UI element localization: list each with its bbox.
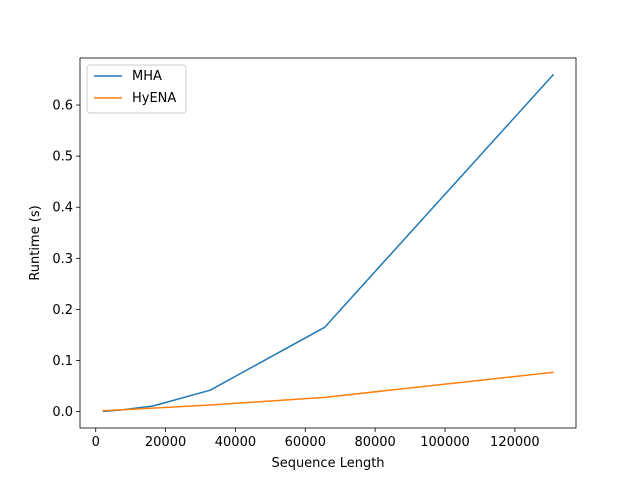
y-tick-label: 0.1	[52, 354, 73, 369]
legend: MHA HyENA	[86, 64, 187, 114]
y-axis-label: Runtime (s)	[28, 205, 43, 280]
legend-label-mha: MHA	[132, 69, 162, 84]
x-axis-label: Sequence Length	[271, 456, 384, 471]
plot-background	[80, 58, 576, 428]
ticks-layer: 0 20000 40000 60000 80000 100000 120000 0.0 0.1 0…	[52, 99, 539, 450]
y-tick-label: 0.4	[52, 201, 73, 216]
y-tick-label: 0.5	[52, 150, 73, 165]
legend-box	[86, 64, 187, 114]
y-tick-label: 0.2	[52, 303, 73, 318]
plot-frame	[79, 57, 577, 429]
series-line-hyena	[102, 371, 554, 412]
x-tick-label: 0	[92, 435, 100, 450]
legend-label-hyena: HyENA	[132, 91, 176, 106]
x-tick-label: 60000	[285, 435, 326, 450]
x-tick-label: 20000	[145, 435, 186, 450]
x-tick-label: 40000	[215, 435, 256, 450]
series-layer	[102, 73, 555, 413]
x-tick-label: 80000	[354, 435, 395, 450]
y-tick-label: 0.3	[52, 252, 73, 267]
x-tick-label: 100000	[420, 435, 470, 450]
x-tick-label: 120000	[490, 435, 540, 450]
y-tick-label: 0.0	[52, 405, 73, 420]
y-tick-label: 0.6	[52, 99, 73, 114]
